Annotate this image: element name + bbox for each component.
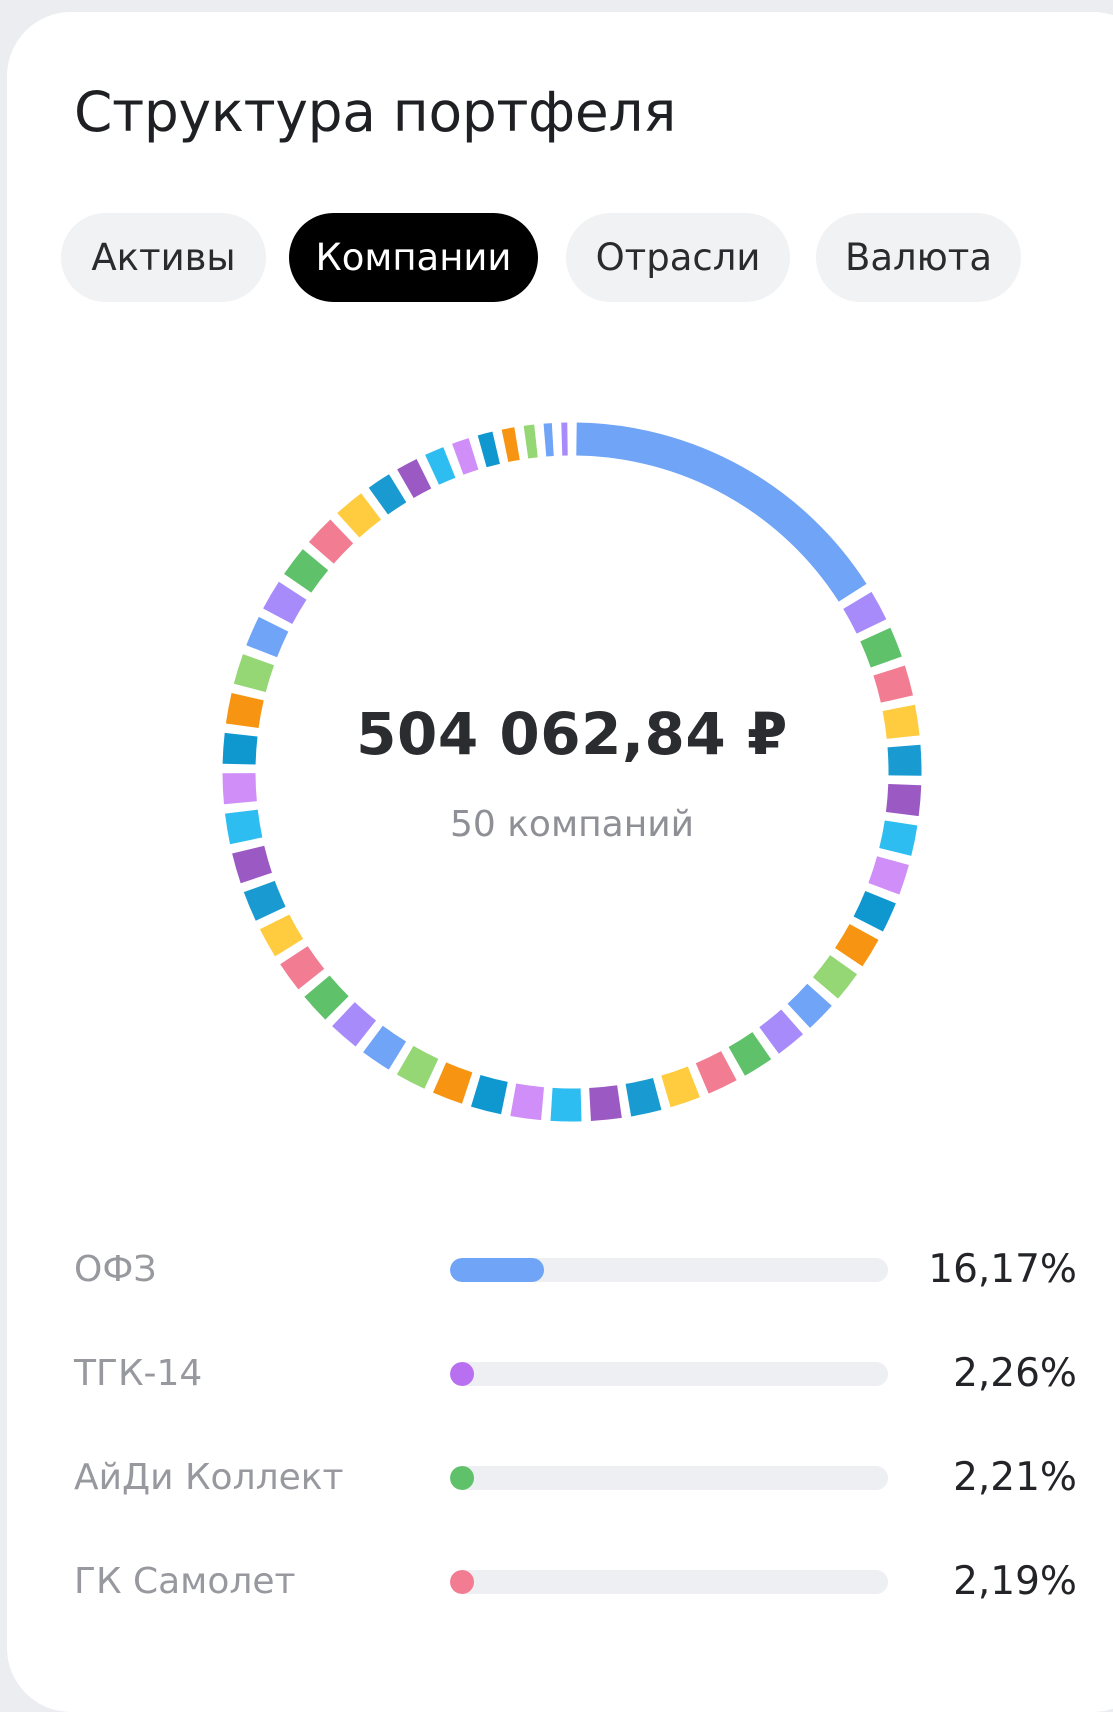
donut-segment (505, 444, 517, 446)
companies-count: 50 компаний (192, 800, 952, 850)
donut-segment (317, 986, 337, 1008)
share-bar-fill (450, 1570, 474, 1594)
donut-segment (849, 932, 864, 957)
donut-segment-ofz (577, 439, 853, 593)
donut-segment (405, 474, 424, 484)
donut-segment (250, 660, 259, 688)
share-bar-track (450, 1362, 888, 1386)
company-name: АйДи Коллект (74, 1448, 343, 1508)
donut-segment (432, 462, 449, 469)
donut-segment (405, 1060, 431, 1074)
donut-segment (545, 440, 553, 441)
donut-chart: 504 062,84 ₽ 50 компаний (192, 392, 952, 1152)
donut-segment (868, 897, 880, 924)
donut-chart-svg (192, 392, 952, 1152)
donut-segment (513, 1100, 542, 1104)
donut-segment (321, 531, 341, 552)
donut-segment (298, 560, 316, 584)
list-item[interactable]: ГК Самолет 2,19% (7, 1552, 1113, 1612)
donut-segment (262, 624, 274, 651)
donut-segment (884, 861, 893, 889)
portfolio-total-value: 504 062,84 ₽ (192, 697, 952, 771)
tab-assets[interactable]: Активы (61, 213, 266, 302)
donut-segment (552, 1104, 582, 1105)
share-bar-fill (450, 1466, 474, 1490)
donut-segment (248, 850, 256, 878)
company-share-percent: 2,21% (953, 1448, 1077, 1508)
share-bar-fill (450, 1258, 544, 1282)
donut-segment (702, 1066, 729, 1079)
donut-segment (343, 1014, 365, 1033)
company-name: ОФЗ (74, 1240, 156, 1300)
donut-segment (628, 1094, 657, 1100)
donut-segment (275, 922, 289, 948)
donut-segment (440, 1078, 468, 1089)
tab-industries[interactable]: Отрасли (566, 213, 790, 302)
donut-segment (259, 887, 270, 914)
company-name: ГК Самолет (74, 1552, 295, 1612)
donut-segment (857, 600, 871, 626)
donut-segment (373, 1039, 397, 1056)
donut-segment (769, 1022, 792, 1041)
donut-segment (666, 1082, 694, 1092)
donut-segment (875, 635, 886, 662)
donut-segment (458, 454, 474, 459)
tab-companies[interactable]: Компании (289, 213, 538, 302)
donut-segment (239, 773, 240, 803)
company-name: ТГК-14 (74, 1344, 202, 1404)
tab-currency[interactable]: Валюта (816, 213, 1021, 302)
share-bar-fill (450, 1362, 474, 1386)
portfolio-structure-card: Структура портфеля Активы Компании Отрас… (7, 12, 1113, 1712)
donut-segment (526, 441, 536, 442)
company-share-percent: 2,19% (953, 1552, 1077, 1612)
list-item[interactable]: ТГК-14 2,26% (7, 1344, 1113, 1404)
share-bar-track (450, 1258, 888, 1282)
donut-segment (278, 591, 293, 616)
share-bar-track (450, 1466, 888, 1490)
list-item[interactable]: АйДи Коллект 2,21% (7, 1448, 1113, 1508)
donut-segment (889, 671, 897, 700)
company-share-percent: 16,17% (928, 1240, 1077, 1300)
donut-segment (590, 1102, 619, 1105)
donut-segment (476, 1091, 505, 1098)
donut-segment (825, 965, 843, 988)
donut-segment (378, 488, 397, 501)
list-item[interactable]: ОФЗ 16,17% (7, 1240, 1113, 1300)
donut-segment (799, 995, 820, 1016)
donut-segment (294, 955, 311, 979)
company-share-percent: 2,26% (953, 1344, 1077, 1404)
donut-segment (348, 506, 371, 525)
share-bar-track (450, 1570, 888, 1594)
page-title: Структура портфеля (74, 74, 676, 150)
donut-segment (482, 448, 496, 452)
donut-segment (737, 1046, 762, 1062)
